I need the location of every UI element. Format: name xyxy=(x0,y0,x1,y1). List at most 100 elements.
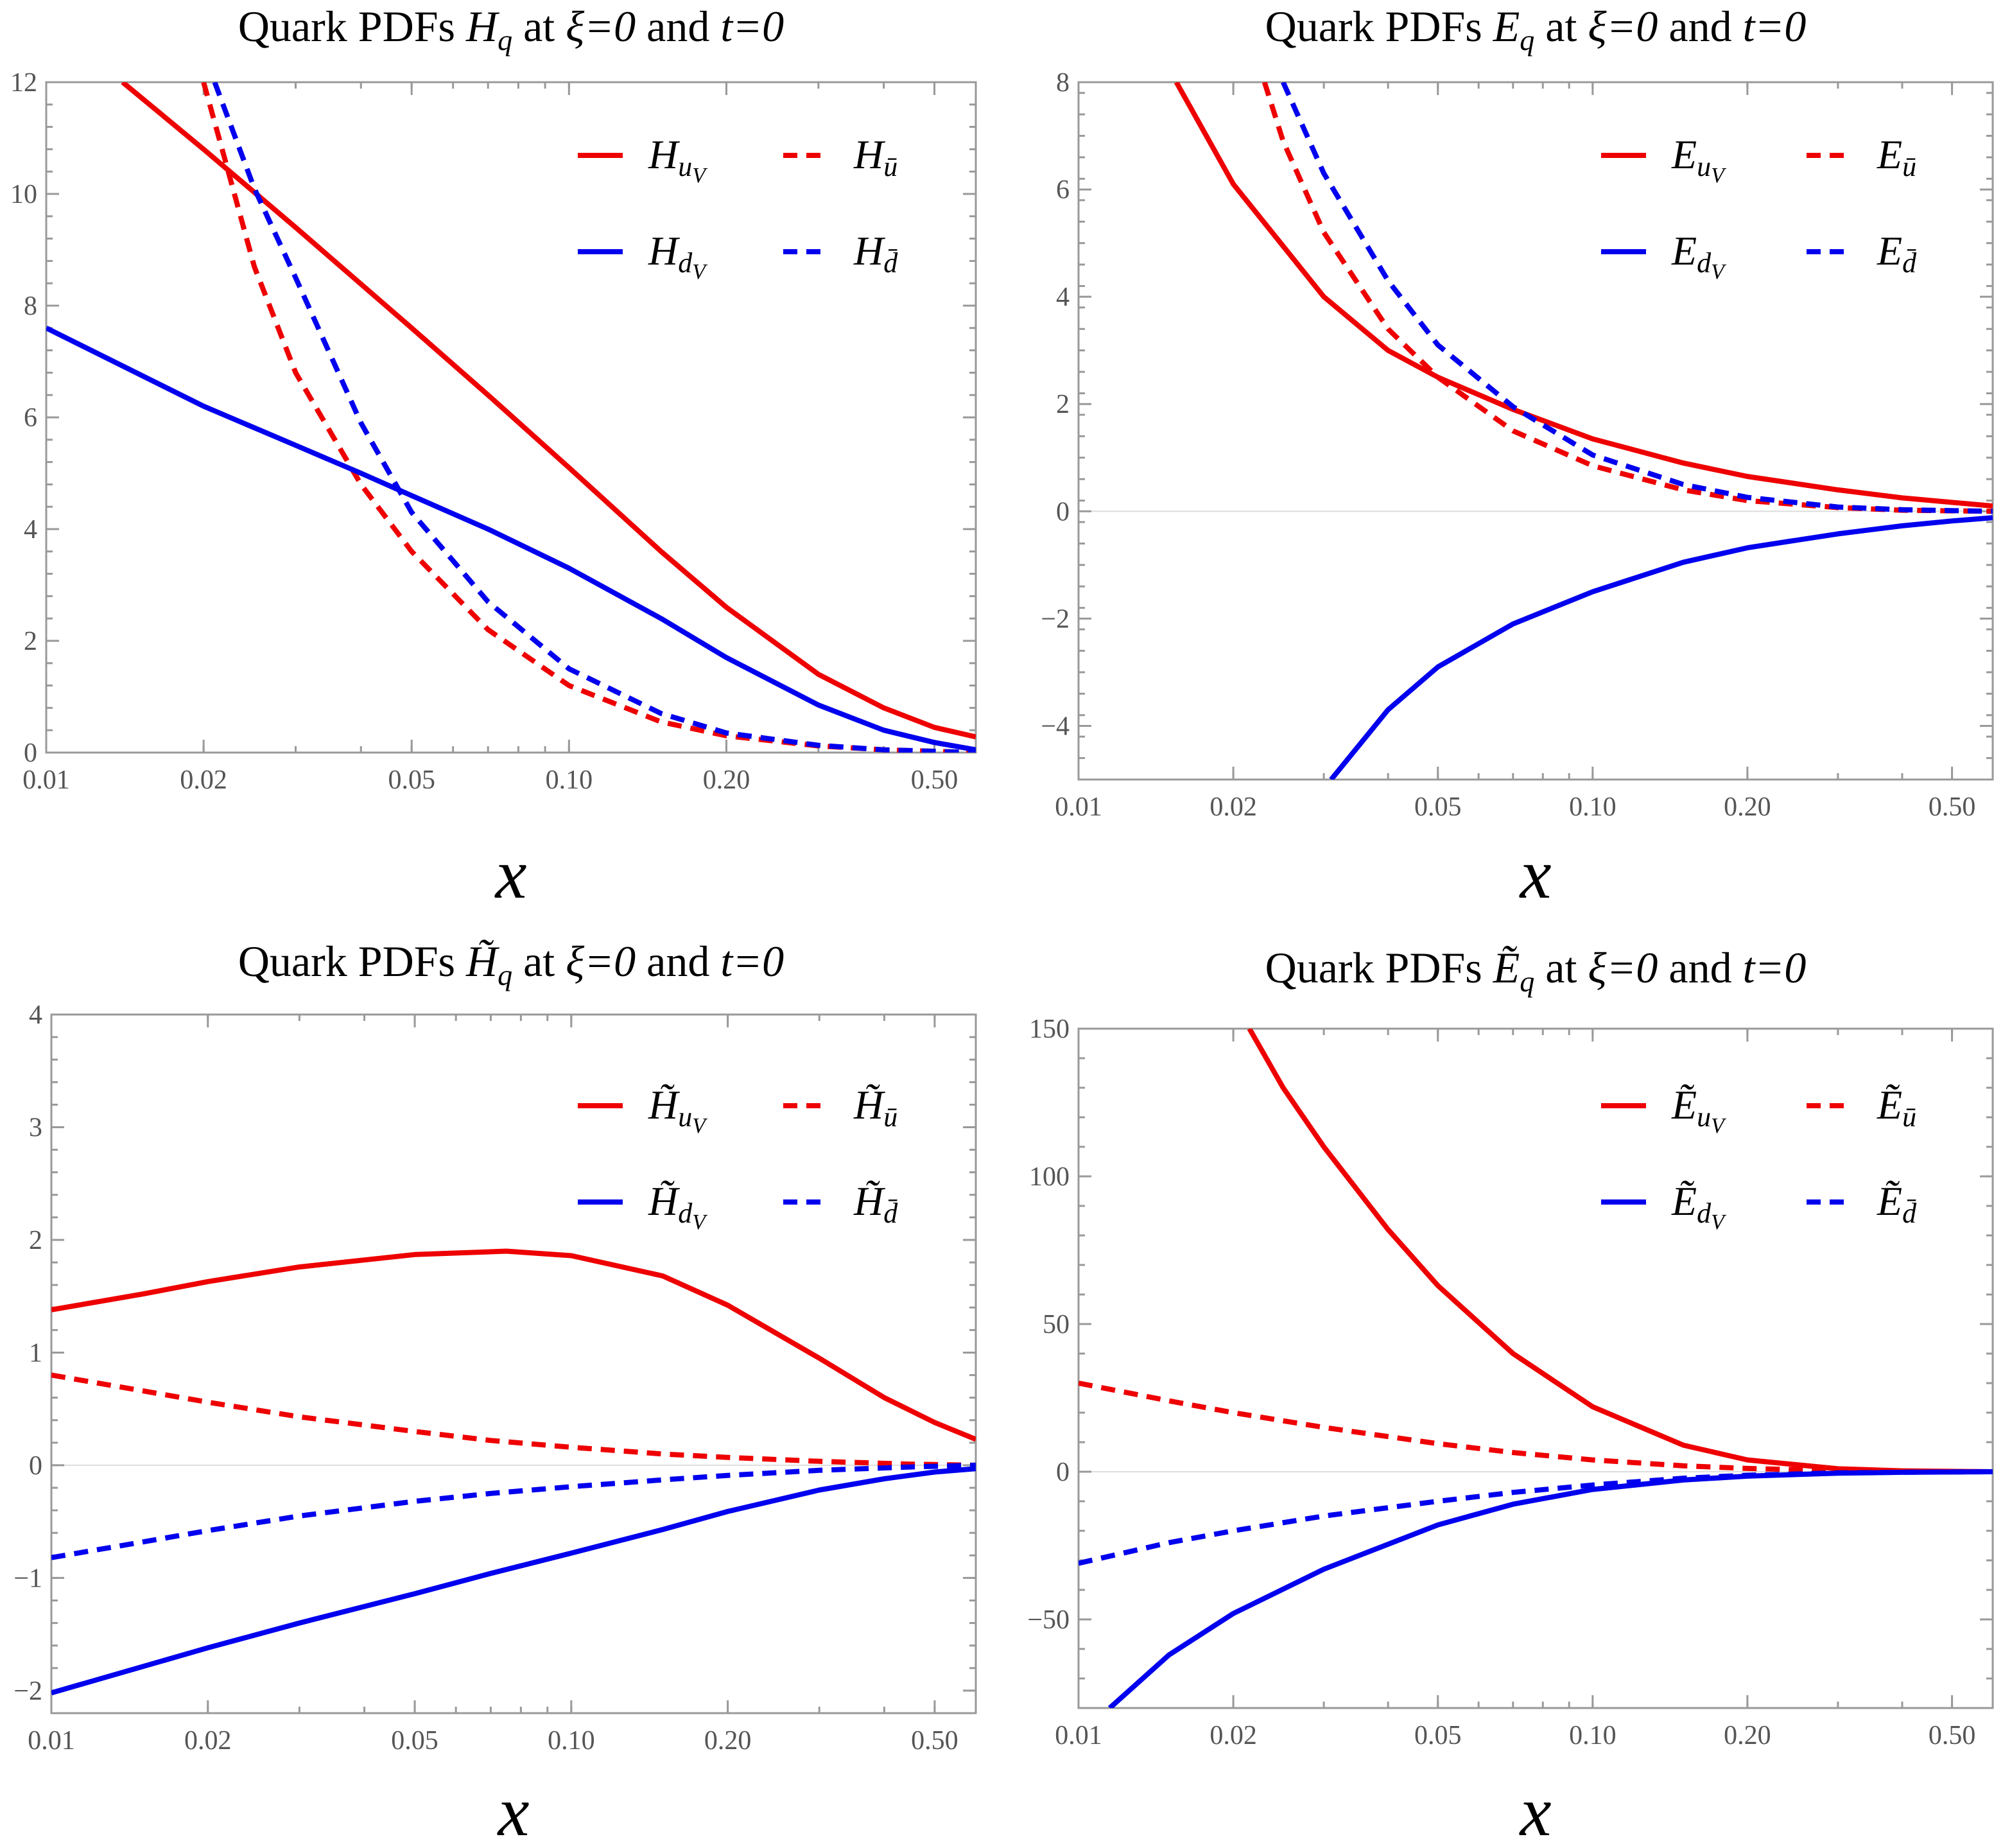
series-line-etilde-dbar xyxy=(1079,1469,1993,1566)
plot-frame xyxy=(1077,81,1994,781)
y-tick-label: 3 xyxy=(29,1113,42,1142)
panel-hq: Quark PDFs Hq at ξ=0 and t=0 0.01 0.02 0.05… xyxy=(10,2,977,913)
legend: H̃uV H̃ū H̃dV H̃d̄ xyxy=(578,1082,898,1234)
series-line-e-uv xyxy=(1174,82,1993,509)
legend-label: Ẽū xyxy=(1877,1082,1916,1133)
x-tick-label: 0.10 xyxy=(1569,792,1617,822)
series-line-htilde-dbar xyxy=(51,1462,976,1560)
panel-title: Quark PDFs Hq at ξ=0 and t=0 xyxy=(238,2,784,57)
legend-label: ẼdV xyxy=(1671,1178,1727,1234)
y-tick-label: 0 xyxy=(1056,497,1070,527)
x-tick-label: 0.01 xyxy=(1055,792,1102,822)
legend-label: Ed̄ xyxy=(1877,228,1917,279)
legend-label: H̃dV xyxy=(648,1178,708,1234)
legend: ẼuV Ẽū ẼdV Ẽd̄ xyxy=(1601,1082,1917,1234)
x-axis-label: x xyxy=(1519,835,1552,913)
x-tick-label: 0.50 xyxy=(1929,1721,1976,1750)
legend-label: EuV xyxy=(1671,132,1727,187)
x-tick-label: 0.05 xyxy=(1414,792,1462,822)
y-tick-label: 2 xyxy=(24,627,37,656)
x-tick-label: 0.20 xyxy=(703,765,750,795)
y-tick-label: 8 xyxy=(24,292,37,321)
series-line-e-dv xyxy=(1329,515,1993,780)
y-tick-label: 6 xyxy=(24,403,37,433)
y-tick-label: 100 xyxy=(1029,1162,1070,1192)
x-tick-label: 0.20 xyxy=(704,1726,752,1756)
x-tick-label: 0.20 xyxy=(1724,1721,1771,1750)
x-tick-label: 0.01 xyxy=(1055,1721,1102,1750)
y-tick-label: 6 xyxy=(1056,175,1070,205)
panel-title: Quark PDFs Eq at ξ=0 and t=0 xyxy=(1265,2,1807,57)
series-line-e-ubar xyxy=(1261,82,1993,514)
legend-label: H̃d̄ xyxy=(853,1178,898,1229)
y-tick-label: 0 xyxy=(1056,1458,1070,1487)
legend-label: EdV xyxy=(1671,228,1727,284)
x-tick-label: 0.02 xyxy=(180,765,227,795)
y-tick-label: 8 xyxy=(1056,68,1070,98)
x-axis-label: x xyxy=(1519,1772,1552,1848)
y-tick-label: −2 xyxy=(13,1677,42,1706)
panel-title: Quark PDFs Ẽq at ξ=0 and t=0 xyxy=(1265,943,1807,998)
x-tick-label: 0.01 xyxy=(28,1726,75,1756)
y-tick-label: 2 xyxy=(1056,390,1070,419)
y-tick-label: −2 xyxy=(1041,604,1070,634)
series-line-h-dv xyxy=(46,326,976,753)
y-tick-label: 150 xyxy=(1029,1015,1070,1044)
legend-label: HdV xyxy=(648,228,708,284)
panel-eq: Quark PDFs Eq at ξ=0 and t=0 0.01 0.02 0.05… xyxy=(1041,2,1994,913)
y-tick-label: 0 xyxy=(29,1451,42,1481)
y-tick-label: 10 xyxy=(10,180,37,209)
x-tick-label: 0.05 xyxy=(388,765,435,795)
x-tick-label: 0.02 xyxy=(184,1726,232,1756)
series-line-htilde-ubar xyxy=(51,1372,976,1468)
y-tick-label: 12 xyxy=(10,68,37,98)
x-tick-label: 0.50 xyxy=(911,765,958,795)
series-line-htilde-dv xyxy=(51,1466,976,1696)
legend-label: HuV xyxy=(648,132,708,187)
y-tick-label: 4 xyxy=(29,1000,42,1030)
x-tick-label: 0.02 xyxy=(1209,1721,1257,1750)
series-line-h-dbar xyxy=(212,82,976,753)
legend-label: H̃ū xyxy=(853,1082,897,1133)
legend-label: H̃uV xyxy=(648,1082,708,1138)
series-line-htilde-uv xyxy=(51,1248,976,1442)
x-tick-label: 0.02 xyxy=(1209,792,1257,822)
y-tick-label: 0 xyxy=(24,738,37,768)
y-tick-label: −4 xyxy=(1041,711,1070,741)
plot-frame xyxy=(1077,1027,1994,1709)
series-line-e-dbar xyxy=(1281,82,1993,514)
x-tick-label: 0.20 xyxy=(1724,792,1771,822)
y-tick-label: 50 xyxy=(1043,1310,1070,1339)
y-tick-label: 4 xyxy=(24,515,37,545)
x-axis-label: x xyxy=(494,835,527,913)
x-tick-label: 0.10 xyxy=(1569,1721,1617,1750)
panel-title: Quark PDFs H̃q at ξ=0 and t=0 xyxy=(238,937,784,991)
series-line-h-ubar xyxy=(201,82,976,753)
x-tick-label: 0.01 xyxy=(22,765,70,795)
x-tick-label: 0.05 xyxy=(391,1726,438,1756)
series-line-etilde-ubar xyxy=(1079,1381,1993,1474)
series-line-h-uv xyxy=(121,82,976,740)
plot-frame xyxy=(50,1013,977,1714)
legend: HuV Hū HdV Hd̄ xyxy=(578,132,898,284)
x-tick-label: 0.05 xyxy=(1414,1721,1462,1750)
x-axis-label: x xyxy=(497,1772,530,1848)
legend-label: Eū xyxy=(1877,132,1916,182)
y-tick-label: −50 xyxy=(1027,1605,1070,1635)
y-tick-label: 1 xyxy=(29,1338,42,1368)
panel-htilde-q: Quark PDFs H̃q at ξ=0 and t=0 0.01 0.02 0.0… xyxy=(13,937,977,1848)
x-tick-label: 0.10 xyxy=(548,1726,595,1756)
legend-label: Ẽd̄ xyxy=(1877,1178,1917,1229)
y-tick-label: 2 xyxy=(29,1226,42,1255)
legend-label: Hū xyxy=(853,132,897,182)
legend-label: Hd̄ xyxy=(853,228,898,279)
x-tick-label: 0.50 xyxy=(1929,792,1976,822)
series-line-etilde-dv xyxy=(1107,1469,1993,1708)
y-tick-label: −1 xyxy=(13,1564,42,1593)
x-tick-label: 0.10 xyxy=(546,765,593,795)
x-tick-label: 0.50 xyxy=(911,1726,958,1756)
legend-label: ẼuV xyxy=(1671,1082,1727,1138)
legend: EuV Eū EdV Ed̄ xyxy=(1601,132,1917,284)
y-tick-label: 4 xyxy=(1056,283,1070,312)
